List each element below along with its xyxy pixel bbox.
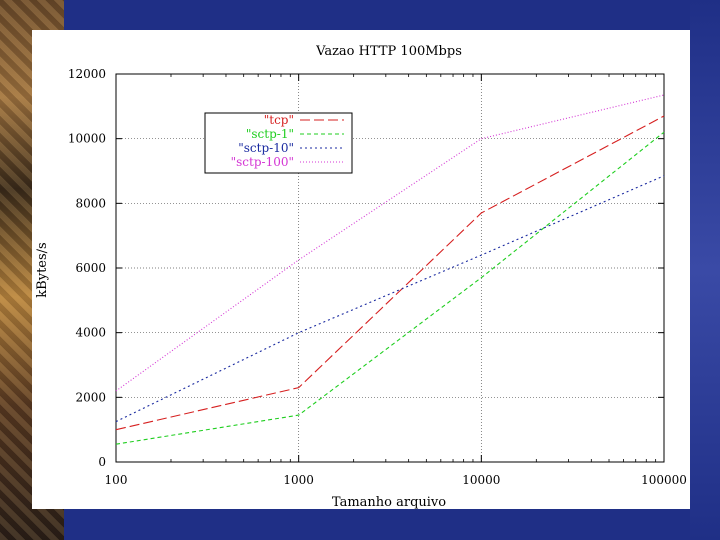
y-tick-label: 12000 (68, 67, 106, 81)
y-tick-label: 2000 (75, 390, 106, 404)
chart-title: Vazao HTTP 100Mbps (315, 44, 462, 59)
background-right-decoration (690, 0, 720, 540)
x-tick-label: 100 (105, 473, 128, 487)
data-series (115, 94, 665, 445)
axis-ticks: 0 2000 4000 6000 8000 10000 12000 100 1000 10000 1… (68, 67, 687, 487)
legend-label: "tcp" (264, 113, 294, 127)
series-line-2 (115, 175, 665, 423)
legend-label: "sctp-10" (238, 141, 294, 155)
line-chart: 0 2000 4000 6000 8000 10000 12000 100 1000 10000 1… (35, 44, 687, 509)
chart-legend: "tcp""sctp-1""sctp-10""sctp-100" (204, 112, 353, 174)
x-tick-label: 10000 (462, 473, 500, 487)
series-line-3 (115, 94, 665, 392)
y-tick-label: 4000 (75, 326, 106, 340)
x-axis-label: Tamanho arquivo (332, 495, 446, 509)
y-tick-label: 0 (98, 455, 106, 469)
series-line-1 (115, 131, 665, 445)
legend-label: "sctp-100" (231, 155, 294, 169)
y-tick-label: 6000 (75, 261, 106, 275)
legend-box (204, 112, 353, 174)
grid-lines (116, 74, 664, 462)
y-axis-label: kBytes/s (35, 242, 50, 297)
x-tick-label: 1000 (283, 473, 314, 487)
y-tick-label: 10000 (68, 132, 106, 146)
y-tick-label: 8000 (75, 196, 106, 210)
series-line-0 (115, 115, 665, 431)
x-tick-label: 100000 (641, 473, 687, 487)
legend-label: "sctp-1" (246, 127, 294, 141)
chart-panel: 0 2000 4000 6000 8000 10000 12000 100 1000 10000 1… (32, 30, 690, 509)
